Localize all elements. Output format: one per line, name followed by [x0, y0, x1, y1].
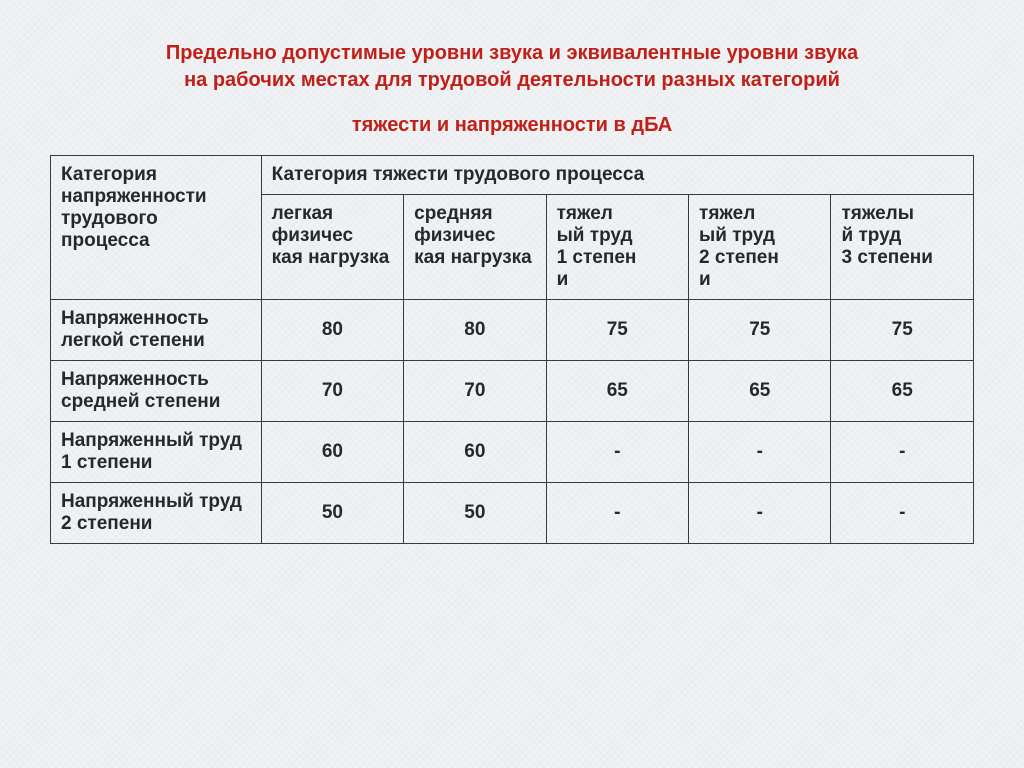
cell: 70	[404, 361, 546, 422]
cell: 75	[689, 300, 831, 361]
cell: 80	[404, 300, 546, 361]
cell: -	[831, 422, 974, 483]
cell: -	[689, 483, 831, 544]
col-header-0: легкая физическая нагрузка	[261, 195, 403, 300]
cell: 60	[261, 422, 403, 483]
col-header-4: тяжелый труд3 степени	[831, 195, 974, 300]
row-header-title: Категория напряженности трудового процес…	[51, 156, 262, 300]
cell: 75	[831, 300, 974, 361]
table-header-row-1: Категория напряженности трудового процес…	[51, 156, 974, 195]
table-row: Напряженность средней степени 70 70 65 6…	[51, 361, 974, 422]
table-row: Напряженный труд 1 степени 60 60 - - -	[51, 422, 974, 483]
row-label: Напряженность средней степени	[51, 361, 262, 422]
row-label: Напряженный труд 1 степени	[51, 422, 262, 483]
table-row: Напряженность легкой степени 80 80 75 75…	[51, 300, 974, 361]
cell: 80	[261, 300, 403, 361]
title-line-2: на рабочих местах для трудовой деятельно…	[50, 67, 974, 94]
cell: 70	[261, 361, 403, 422]
col-header-2: тяжелый труд1 степени	[546, 195, 688, 300]
title-line-3: тяжести и напряженности в дБА	[50, 114, 974, 137]
cell: 75	[546, 300, 688, 361]
title-line-1: Предельно допустимые уровни звука и экви…	[50, 40, 974, 67]
row-label: Напряженность легкой степени	[51, 300, 262, 361]
cell: 65	[831, 361, 974, 422]
cell: 65	[546, 361, 688, 422]
cell: -	[546, 422, 688, 483]
cell: 60	[404, 422, 546, 483]
row-label: Напряженный труд 2 степени	[51, 483, 262, 544]
cell: 50	[404, 483, 546, 544]
cell: -	[689, 422, 831, 483]
slide-page: Предельно допустимые уровни звука и экви…	[0, 0, 1024, 768]
cell: 65	[689, 361, 831, 422]
cell: -	[831, 483, 974, 544]
cell: -	[546, 483, 688, 544]
group-header: Категория тяжести трудового процесса	[261, 156, 973, 195]
table-row: Напряженный труд 2 степени 50 50 - - -	[51, 483, 974, 544]
col-header-3: тяжелый труд2 степени	[689, 195, 831, 300]
title-block: Предельно допустимые уровни звука и экви…	[50, 40, 974, 137]
col-header-1: средняя физическая нагрузка	[404, 195, 546, 300]
cell: 50	[261, 483, 403, 544]
levels-table: Категория напряженности трудового процес…	[50, 155, 974, 544]
